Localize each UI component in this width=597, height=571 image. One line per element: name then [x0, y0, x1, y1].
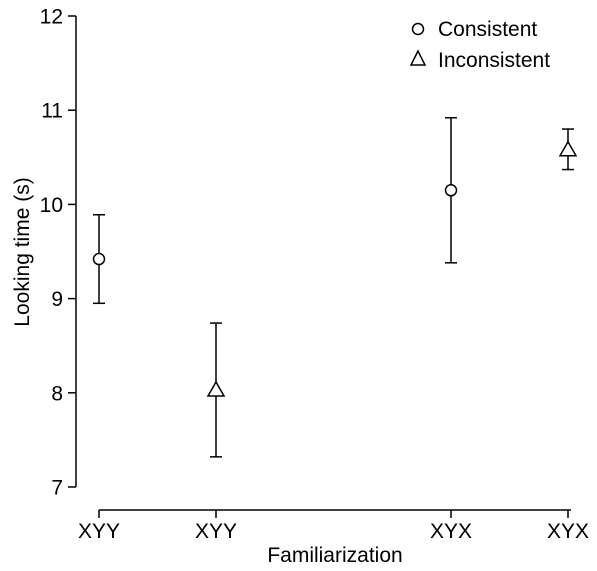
- y-axis-title: Looking time (s): [11, 177, 34, 326]
- series-1-point-0-marker: [206, 380, 226, 397]
- x-tick-label-0: XYY: [78, 520, 120, 543]
- data-marks: [92, 116, 578, 458]
- y-tick-label-9: 9: [51, 288, 63, 311]
- y-tick-label-7: 7: [51, 477, 63, 500]
- y-tick-label-11: 11: [41, 100, 63, 123]
- y-ticks: 7 8 9 10 11 12: [40, 6, 76, 500]
- legend-marker-inconsistent: [409, 49, 427, 66]
- x-axis: XYY XYY XYX XYX: [78, 509, 589, 543]
- x-tick-label-3: XYX: [547, 520, 589, 543]
- y-tick-label-12: 12: [40, 6, 63, 29]
- x-tick-label-1: XYY: [195, 520, 237, 543]
- legend-marker-consistent: [411, 22, 425, 36]
- legend-label-inconsistent: Inconsistent: [438, 49, 550, 72]
- legend: Consistent Inconsistent: [409, 18, 550, 72]
- series-0-point-0-marker: [92, 252, 106, 266]
- series-1-point-1-marker: [558, 140, 578, 157]
- series-0-point-1-marker: [444, 184, 458, 197]
- legend-label-consistent: Consistent: [438, 18, 537, 41]
- x-ticks: XYY XYY XYX XYX: [78, 510, 589, 543]
- x-axis-title: Familiarization: [267, 544, 402, 567]
- y-axis: 7 8 9 10 11 12: [40, 6, 77, 500]
- y-tick-label-10: 10: [40, 194, 63, 217]
- y-tick-label-8: 8: [51, 382, 63, 405]
- x-tick-label-2: XYX: [430, 520, 472, 543]
